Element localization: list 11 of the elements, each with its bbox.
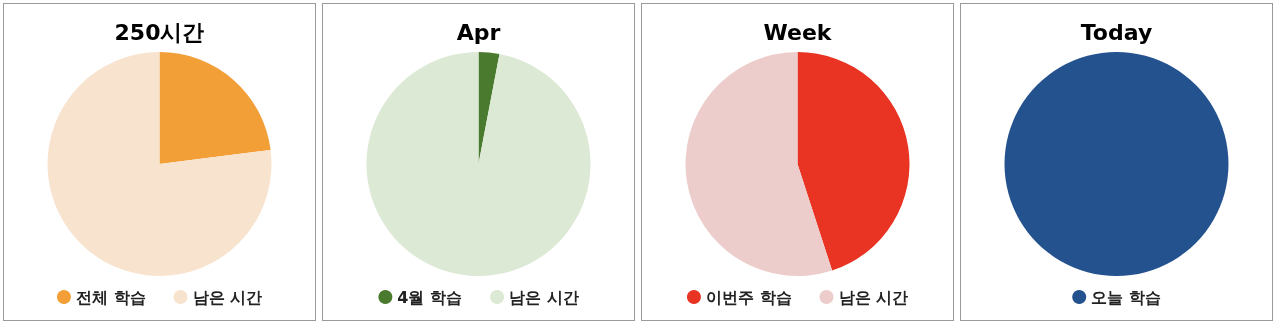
legend-label: 남은 시간	[509, 287, 579, 307]
chart-title: Today	[1080, 19, 1153, 45]
legend-label: 4월 학습	[397, 287, 463, 307]
chart-title: 250시간	[114, 19, 205, 45]
legend-label: 이번주 학습	[705, 287, 792, 307]
chart-title: Week	[763, 19, 833, 45]
legend-label: 전체 학습	[75, 287, 146, 307]
legend-label: 오늘 학습	[1091, 287, 1161, 307]
chart-title: Apr	[456, 19, 501, 45]
legend-label: 남은 시간	[838, 287, 909, 307]
legend-label: 남은 시간	[192, 287, 263, 307]
